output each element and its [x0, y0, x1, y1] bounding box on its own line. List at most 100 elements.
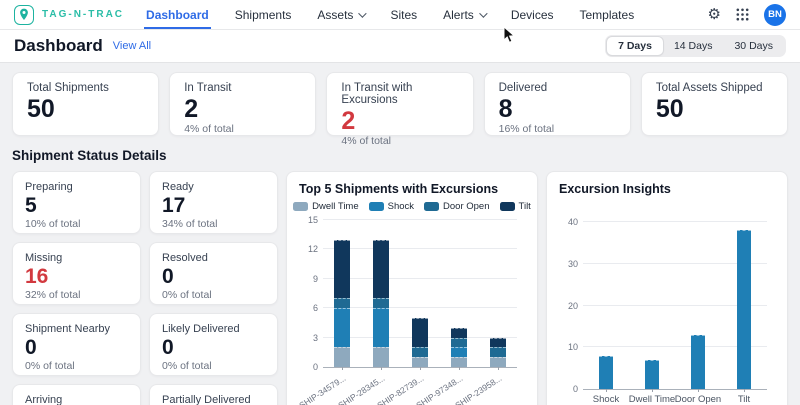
kpi-value: 50 [655, 95, 684, 123]
gridline [323, 219, 517, 220]
x-axis-tick [606, 389, 607, 392]
y-axis-tick-label: 40 [567, 217, 578, 227]
gridline [583, 221, 767, 222]
legend-label: Tilt [518, 201, 531, 212]
nav-item-dashboard[interactable]: Dashboard [144, 0, 211, 29]
chevron-down-icon [358, 8, 368, 18]
range-14-days-button[interactable]: 14 Days [673, 40, 713, 52]
kpi-total-shipments: Total Shipments 50 [12, 72, 160, 136]
user-avatar[interactable]: BN [764, 3, 786, 26]
bar-segment [412, 318, 428, 348]
bar-segment [450, 357, 467, 367]
legend-item: Dwell Time [293, 201, 359, 212]
kpi-total-assets-shipped: Total Assets Shipped 50 [640, 72, 789, 136]
gridline [323, 277, 517, 279]
page-header: Dashboard View All 7 Days 14 Days 30 Day… [0, 30, 800, 63]
range-7-days-button[interactable]: 7 Days [607, 37, 663, 55]
legend-label: Door Open [443, 201, 490, 212]
gridline [583, 262, 767, 264]
x-axis-label: Tilt [737, 394, 751, 405]
chart-title: Excursion Insights [559, 182, 671, 196]
bar-segment [373, 308, 390, 348]
bar-segment [599, 355, 613, 389]
bar-segment [691, 334, 705, 389]
bar-segment [489, 337, 506, 348]
status-card-likely-delivered: Likely Delivered 0 0% of total [149, 313, 278, 376]
chart-title: Top 5 Shipments with Excursions [299, 182, 499, 196]
bar-segment [334, 298, 351, 309]
legend-item: Tilt [499, 201, 531, 212]
x-axis-tick [420, 367, 421, 370]
bar-segment [489, 347, 506, 358]
kpi-label: Total Assets Shipped [655, 82, 763, 94]
bar-segment [412, 347, 428, 358]
gridline [583, 304, 767, 306]
kpi-delivered: Delivered 8 16% of total [483, 72, 631, 136]
y-axis-tick-label: 10 [567, 342, 578, 353]
y-axis-tick-label: 6 [312, 303, 318, 314]
bar [599, 355, 613, 389]
shipment-status-grid: Preparing 5 10% of total Ready 17 34% of… [12, 171, 278, 405]
nav-item-templates[interactable]: Templates [579, 7, 635, 22]
chart-legend: Dwell Time Shock Door Open Tilt [293, 201, 531, 212]
section-title: Shipment Status Details [12, 148, 167, 163]
bar-segment [412, 357, 428, 367]
bar-segment [737, 230, 751, 389]
kpi-label: Total Shipments [27, 82, 109, 94]
y-axis-tick-label: 12 [307, 244, 318, 255]
nav-item-sites[interactable]: Sites [390, 7, 418, 22]
legend-label: Dwell Time [312, 201, 359, 212]
x-axis-label: Shock [592, 394, 620, 405]
bar-plot: 0 10 20 30 40 Shock Dwell Time Door Open Tilt [568, 217, 767, 405]
legend-item: Shock [368, 201, 414, 212]
x-axis-label: Door Open [674, 394, 722, 405]
y-axis-tick-label: 20 [567, 300, 578, 311]
x-axis-tick [497, 367, 499, 370]
x-axis-tick [458, 367, 460, 370]
kpi-sub: 4% of total [341, 135, 392, 148]
gridline [323, 307, 517, 309]
kpi-sub: 4% of total [184, 123, 234, 136]
nav-item-assets[interactable]: Assets [317, 0, 368, 29]
y-axis-tick-label: 0 [572, 384, 578, 394]
view-all-link[interactable]: View All [112, 40, 152, 52]
status-card-resolved: Resolved 0 0% of total [149, 242, 278, 305]
y-axis-tick-label: 0 [312, 362, 318, 372]
kpi-in-transit: In Transit 2 4% of total [169, 72, 317, 136]
bar [645, 359, 659, 389]
bar [737, 230, 751, 389]
range-30-days-button[interactable]: 30 Days [734, 40, 773, 52]
x-axis-tick [652, 389, 653, 392]
status-card-shipment-nearby: Shipment Nearby 0 0% of total [12, 313, 141, 376]
page-title: Dashboard [14, 36, 103, 55]
chevron-down-icon [478, 8, 488, 18]
bar-segment [450, 337, 467, 348]
y-axis-tick-label: 15 [307, 215, 318, 225]
bar-segment [334, 347, 351, 367]
x-axis-tick [698, 389, 699, 392]
status-card-missing: Missing 16 32% of total [12, 242, 141, 305]
stacked-bar [334, 239, 351, 367]
top-navigation-bar: TAG-N-TRAC Dashboard Shipments Assets Si… [0, 0, 800, 30]
settings-gear-icon[interactable]: ⚙ [707, 6, 721, 23]
nav-item-shipments[interactable]: Shipments [234, 7, 292, 22]
nav-item-devices[interactable]: Devices [510, 7, 554, 22]
stacked-bar [489, 337, 506, 367]
excursion-insights-chart-card: Excursion Insights 0 10 20 30 40 Shock Dwell T… [546, 171, 788, 405]
kpi-value: 50 [27, 95, 55, 123]
kpi-value: 2 [184, 95, 199, 123]
y-axis-tick-label: 30 [567, 258, 578, 269]
x-axis-tick [381, 367, 383, 370]
kpi-sub: 16% of total [498, 123, 555, 136]
status-card-arriving: Arriving 0 [12, 384, 141, 405]
top-5-shipments-chart-card: Top 5 Shipments with Excursions Dwell Ti… [286, 171, 538, 405]
bar-segment [645, 359, 659, 389]
legend-item: Door Open [424, 201, 490, 212]
legend-swatch [368, 202, 384, 211]
brand-name: TAG-N-TRAC [42, 9, 125, 20]
stacked-bar [373, 239, 390, 367]
status-card-preparing: Preparing 5 10% of total [12, 171, 141, 234]
nav-item-alerts[interactable]: Alerts [443, 0, 488, 29]
bar [691, 334, 705, 389]
app-grid-icon[interactable] [736, 8, 749, 21]
